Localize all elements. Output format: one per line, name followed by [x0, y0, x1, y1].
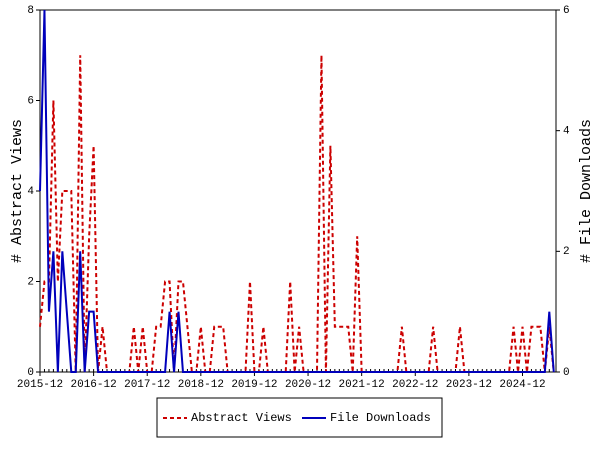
x-tick-label: 2020-12 [285, 379, 331, 391]
y-tick-label: 0 [27, 367, 34, 379]
x-tick-label: 2016-12 [71, 379, 117, 391]
y-tick-label: 6 [27, 95, 34, 107]
y-tick-label: 2 [27, 276, 34, 288]
y2-tick-label: 0 [563, 367, 570, 379]
legend-box [156, 397, 443, 438]
x-tick-label: 2019-12 [231, 379, 277, 391]
x-tick-label: 2024-12 [499, 379, 545, 391]
series-line [39, 9, 555, 373]
plot-frame [39, 9, 557, 373]
y2-tick-label: 2 [563, 246, 570, 258]
series-line [39, 55, 555, 373]
legend-label: File Downloads [330, 411, 431, 425]
x-tick-label: 2021-12 [339, 379, 385, 391]
x-tick-label: 2023-12 [446, 379, 492, 391]
y2-tick-label: 6 [563, 5, 570, 17]
x-tick-label: 2015-12 [17, 379, 63, 391]
y-tick-label: 8 [27, 5, 34, 17]
x-tick-label: 2017-12 [124, 379, 170, 391]
y-tick-label: 4 [27, 186, 34, 198]
x-tick-label: 2022-12 [392, 379, 438, 391]
y2-axis-title: # File Downloads [578, 119, 595, 263]
legend-label: Abstract Views [191, 411, 292, 425]
x-tick-label: 2018-12 [178, 379, 224, 391]
y2-tick-label: 4 [563, 126, 570, 138]
y-axis-title: # Abstract Views [9, 119, 26, 263]
